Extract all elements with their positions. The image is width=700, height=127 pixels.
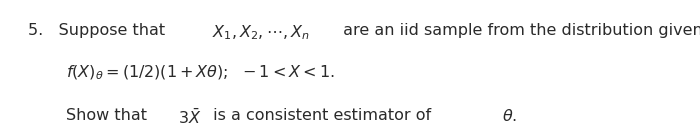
Text: $3\bar{X}$: $3\bar{X}$ [178,108,201,127]
Text: are an iid sample from the distribution given below,: are an iid sample from the distribution … [337,23,700,38]
Text: 5.   Suppose that: 5. Suppose that [28,23,170,38]
Text: $X_1, X_2, \cdots, X_n$: $X_1, X_2, \cdots, X_n$ [211,23,309,42]
Text: is a consistent estimator of: is a consistent estimator of [208,108,436,123]
Text: $f(X)_\theta = (1/2)(1 + X\theta);\enspace -1 < X < 1.$: $f(X)_\theta = (1/2)(1 + X\theta);\enspa… [66,64,335,82]
Text: Show that: Show that [66,108,153,123]
Text: $\theta.$: $\theta.$ [503,108,517,124]
